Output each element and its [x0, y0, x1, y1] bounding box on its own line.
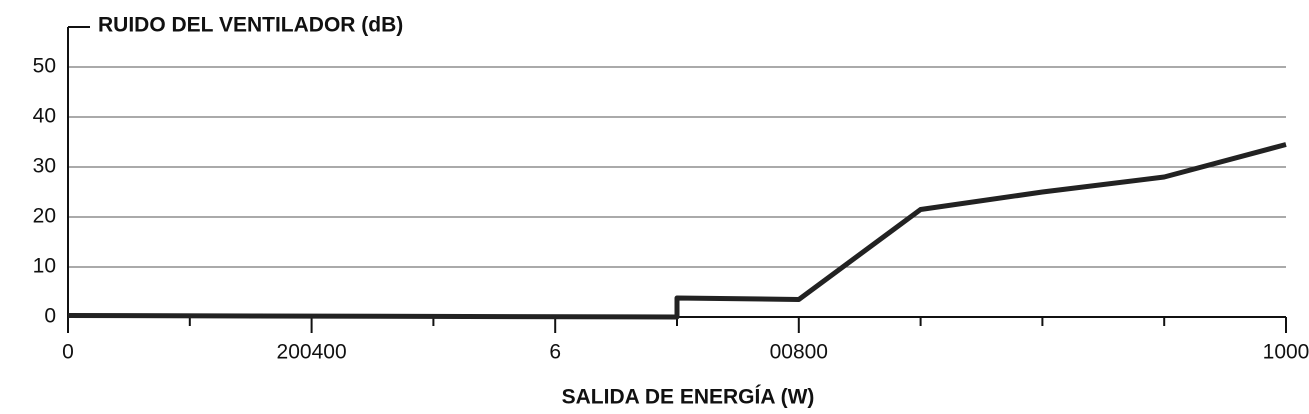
x-tick-label: 1000	[1263, 341, 1309, 364]
x-tick-label: 6	[549, 341, 561, 364]
x-axis-title: SALIDA DE ENERGÍA (W)	[562, 386, 815, 409]
x-tick-label: 200400	[277, 341, 347, 364]
data-line	[67, 142, 1287, 320]
y-tick-label: 40	[33, 105, 56, 128]
y-tick-label: 0	[44, 305, 56, 328]
x-tick-label: 0	[62, 341, 74, 364]
y-tick-label: 30	[33, 155, 56, 178]
y-tick-label: 50	[33, 55, 56, 78]
y-tick-label: 20	[33, 205, 56, 228]
x-tick-label: 00800	[770, 341, 828, 364]
y-tick-label: 10	[33, 255, 56, 278]
y-axis-title: RUIDO DEL VENTILADOR (dB)	[98, 14, 403, 37]
